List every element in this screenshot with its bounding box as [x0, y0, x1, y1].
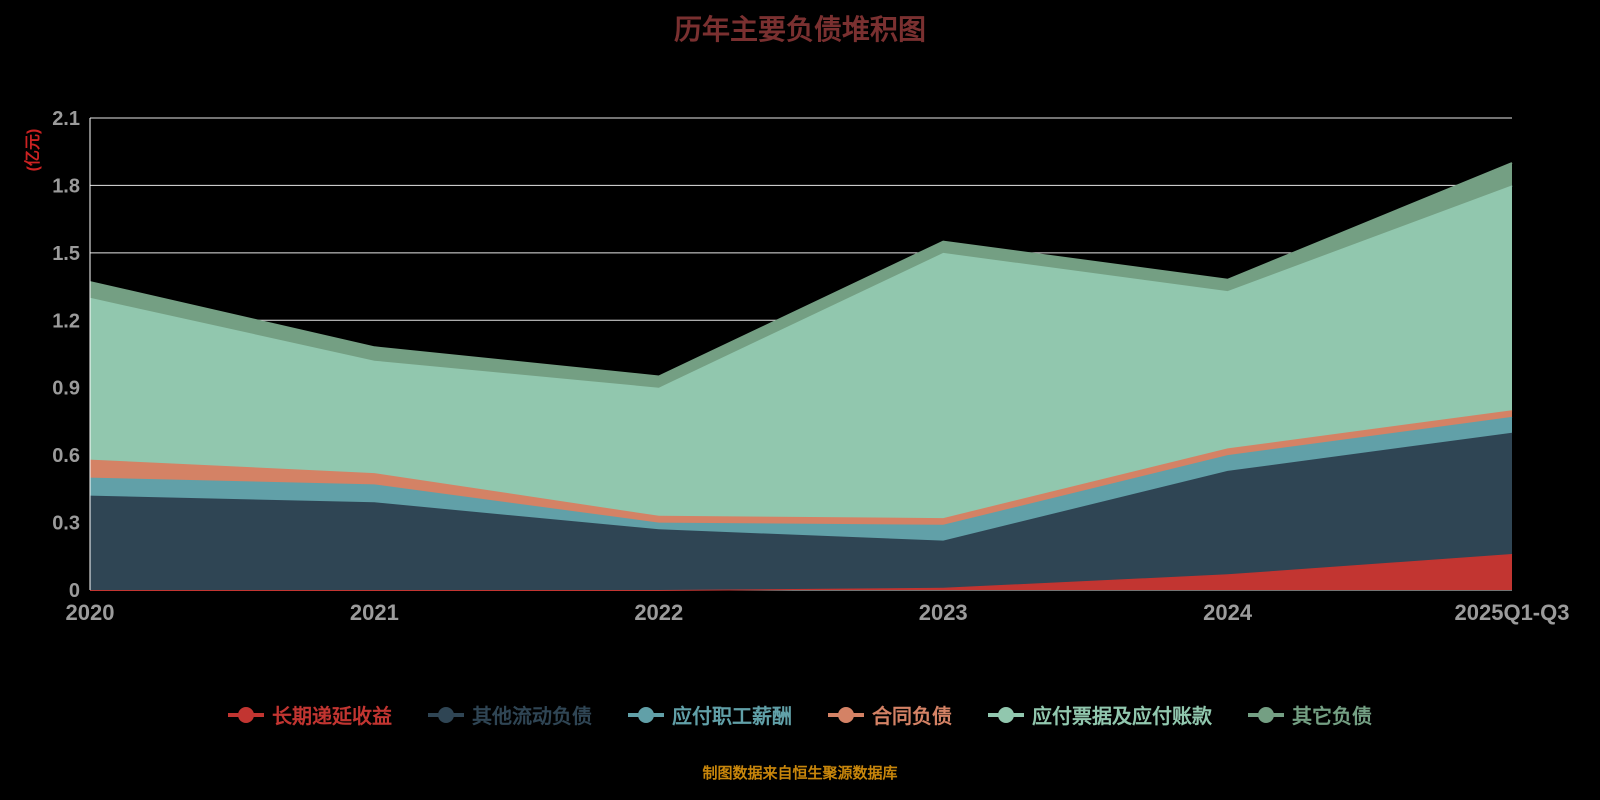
legend-item-other-current-liabilities[interactable]: 其他流动负债 — [428, 700, 592, 729]
y-tick-label: 0.3 — [52, 513, 80, 535]
legend-item-other-liabilities[interactable]: 其它负债 — [1248, 700, 1372, 729]
x-tick-label: 2020 — [66, 600, 115, 625]
legend-label: 合同负债 — [872, 706, 952, 728]
legend-marker-icon — [228, 706, 264, 723]
legend-marker-icon — [828, 706, 864, 723]
legend-label: 长期递延收益 — [272, 706, 392, 728]
area-long-term-deferred-income — [90, 554, 1512, 590]
x-axis-labels: 2020 2021 2022 2023 2024 2025Q1-Q3 — [66, 600, 1570, 625]
y-axis-label: (亿元) — [23, 129, 42, 172]
legend-label: 其他流动负债 — [472, 706, 592, 728]
line-other-liabilities — [89, 162, 1513, 378]
area-series-group — [89, 162, 1513, 591]
legend-label: 应付票据及应付账款 — [1032, 706, 1212, 728]
y-tick-label: 2.1 — [52, 108, 80, 130]
legend-label: 其它负债 — [1292, 706, 1372, 728]
x-tick-label: 2021 — [350, 600, 399, 625]
legend-marker-icon — [1248, 706, 1284, 723]
legend-item-long-term-deferred-income[interactable]: 长期递延收益 — [228, 700, 392, 729]
x-tick-label: 2023 — [919, 600, 968, 625]
y-tick-label: 0.6 — [52, 445, 80, 467]
y-tick-label: 1.2 — [52, 310, 80, 332]
x-tick-label: 2024 — [1203, 600, 1253, 625]
chart-title: 历年主要负债堆积图 — [673, 14, 926, 45]
legend-marker-icon — [428, 706, 464, 723]
chart-legend: 长期递延收益 其他流动负债 应付职工薪酬 合同负债 应付票据及应付账款 其它负债 — [0, 700, 1600, 729]
area-other-current-liabilities — [90, 432, 1512, 590]
legend-item-contract-liabilities[interactable]: 合同负债 — [828, 700, 952, 729]
y-tick-label: 1.5 — [52, 243, 80, 265]
legend-marker-icon — [988, 706, 1024, 723]
data-source-caption: 制图数据来自恒生聚源数据库 — [702, 765, 898, 782]
legend-item-notes-and-accounts-payable[interactable]: 应付票据及应付账款 — [988, 700, 1212, 729]
x-tick-label: 2025Q1-Q3 — [1455, 600, 1570, 625]
y-tick-label: 0 — [69, 580, 80, 602]
area-notes-and-accounts-payable — [90, 185, 1512, 519]
x-tick-label: 2022 — [634, 600, 683, 625]
legend-item-employee-compensation-payable[interactable]: 应付职工薪酬 — [628, 700, 792, 729]
y-tick-label: 0.9 — [52, 378, 80, 400]
legend-label: 应付职工薪酬 — [672, 706, 792, 728]
y-tick-label: 1.8 — [52, 175, 80, 197]
legend-marker-icon — [628, 706, 664, 723]
